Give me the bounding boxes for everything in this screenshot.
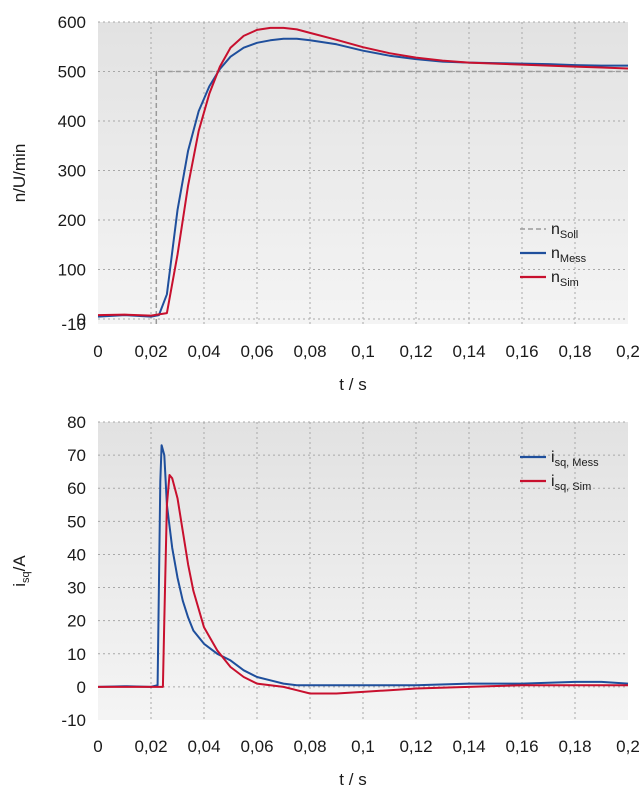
y-tick-label: 30 <box>67 579 86 598</box>
x-tick-label: 0,14 <box>452 737 485 756</box>
current-chart: 0 0,02 0,04 0,06 0,08 0,1 0,12 0,14 0,16 0,18 0,2 8… <box>10 413 640 789</box>
x-tick-label: 0 <box>93 342 102 361</box>
series-line-sq-mess <box>97 444 629 688</box>
y-tick-label: 0 <box>77 678 86 697</box>
x-tick-label: 0,16 <box>505 342 538 361</box>
y-tick-label: 600 <box>58 13 86 32</box>
y-tick-label: 50 <box>67 512 86 531</box>
y-tick-label: 80 <box>67 413 86 432</box>
x-tick-label: 0,14 <box>452 342 485 361</box>
y-tick-label: 400 <box>58 112 86 131</box>
y-tick-label: 300 <box>58 162 86 181</box>
series-line-sq-sim <box>98 474 628 695</box>
legend-label: nSim <box>551 269 579 289</box>
y-axis-label: n/U/min <box>10 144 29 203</box>
y-axis-label: isq/A <box>10 555 32 587</box>
y-tick-label: 40 <box>67 545 86 564</box>
x-axis-label: t / s <box>339 770 366 789</box>
series-line-soll <box>155 70 628 324</box>
y-tick-label: 70 <box>67 446 86 465</box>
speed-chart: 0 0,02 0,04 0,06 0,08 0,1 0,12 0,14 0,16 0,18 0,2 6… <box>10 13 640 394</box>
y-tick-label: 100 <box>58 261 86 280</box>
x-tick-label: 0,08 <box>293 737 326 756</box>
y-tick-label: -10 <box>61 711 86 730</box>
x-tick-label: 0,02 <box>134 737 167 756</box>
plot-area <box>98 422 628 720</box>
y-tick-label: 0 <box>77 310 86 329</box>
x-tick-label: 0,1 <box>351 737 375 756</box>
x-tick-label: 0,2 <box>616 737 640 756</box>
x-tick-label: 0,1 <box>351 342 375 361</box>
series-line-sim <box>97 26 629 317</box>
x-tick-label: 0 <box>93 737 102 756</box>
legend-label: nMess <box>551 245 587 265</box>
y-tick-label: 20 <box>67 612 86 631</box>
y-tick-label: 60 <box>67 479 86 498</box>
x-tick-label: 0,06 <box>240 737 273 756</box>
x-tick-label: 0,18 <box>558 342 591 361</box>
x-tick-label: 0,18 <box>558 737 591 756</box>
x-tick-label: 0,16 <box>505 737 538 756</box>
legend-label: isq, Mess <box>551 449 599 469</box>
y-tick-label: 500 <box>58 63 86 82</box>
x-tick-label: 0,04 <box>187 342 220 361</box>
legend-label: isq, Sim <box>551 473 591 493</box>
y-tick-label: 200 <box>58 211 86 230</box>
x-axis-label: t / s <box>339 375 366 394</box>
x-tick-label: 0,02 <box>134 342 167 361</box>
x-tick-label: 0,06 <box>240 342 273 361</box>
x-tick-label: 0,12 <box>399 737 432 756</box>
x-tick-label: 0,08 <box>293 342 326 361</box>
legend-label: nSoll <box>551 221 578 241</box>
y-tick-label: -10 <box>61 315 86 334</box>
y-tick-label: 10 <box>67 645 86 664</box>
x-tick-label: 0,2 <box>616 342 640 361</box>
x-tick-label: 0,12 <box>399 342 432 361</box>
x-tick-label: 0,04 <box>187 737 220 756</box>
